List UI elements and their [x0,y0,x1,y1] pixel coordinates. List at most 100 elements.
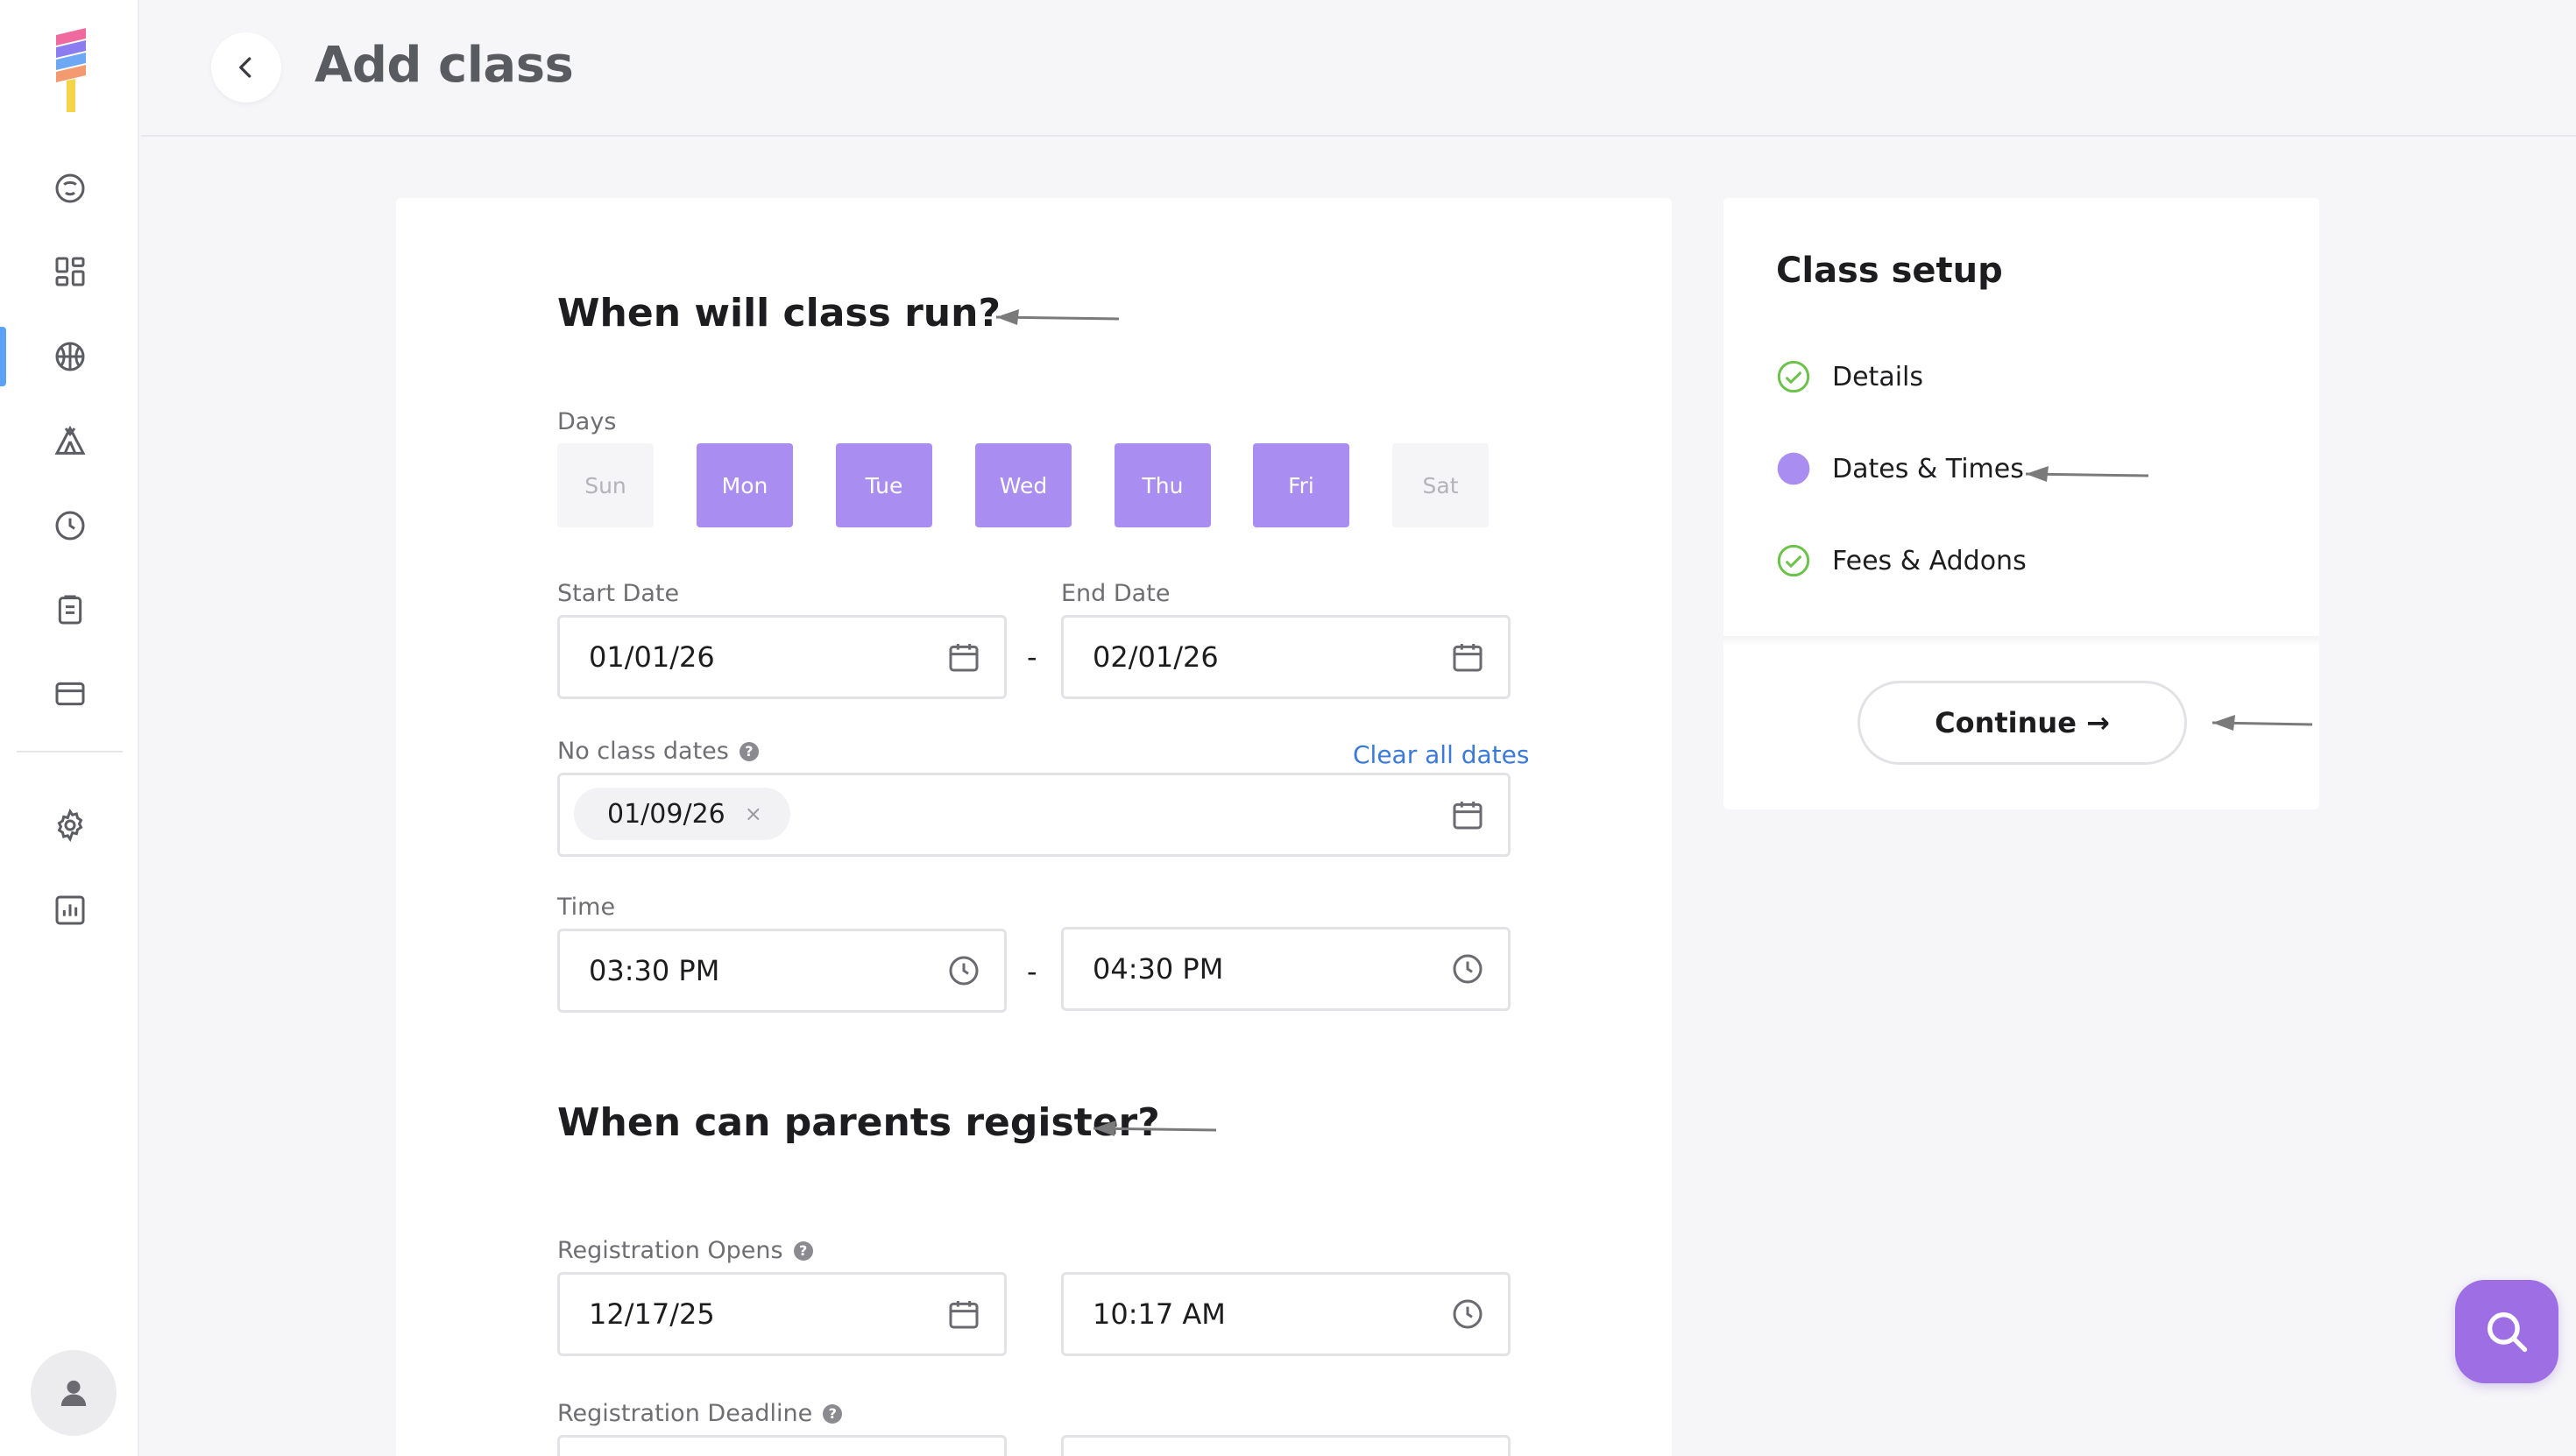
sidebar-item-schedule[interactable] [0,496,139,555]
help-icon[interactable]: ? [793,1240,813,1261]
search-fab-button[interactable] [2455,1280,2558,1383]
page-header: Add class [141,0,2576,137]
step-label: Fees & Addons [1832,545,2027,576]
end-time-input[interactable]: 04:30 PM [1061,927,1511,1011]
annotation-arrow [2025,466,2149,482]
setup-divider [1723,636,2319,647]
user-icon [60,1380,87,1406]
chip-text: 01/09/26 [607,798,725,830]
current-step-dot-icon [1777,452,1810,485]
ball-icon [55,342,84,371]
sidebar-item-classes[interactable] [0,327,139,386]
annotation-arrow [2212,715,2313,731]
days-label-text: Days [557,408,617,435]
start-date-input[interactable]: 01/01/26 [557,615,1007,699]
start-time-input[interactable]: 03:30 PM [557,929,1007,1013]
sidebar-item-settings[interactable] [0,795,139,855]
setup-title: Class setup [1776,251,2003,291]
registration-opens-time-input[interactable]: 10:17 AM [1061,1272,1511,1356]
end-date-label-text: End Date [1061,580,1171,607]
end-date-input[interactable]: 02/01/26 [1061,615,1511,699]
clock-icon [1453,1299,1483,1329]
time-label-text: Time [557,894,616,921]
step-details[interactable]: Details [1776,359,1923,394]
no-class-dates-label-text: No class dates [557,738,729,765]
step-label: Details [1832,361,1924,392]
search-icon [2488,1312,2528,1353]
annotation-arrow [1093,1120,1217,1136]
end-time-value: 04:30 PM [1093,952,1224,986]
class-run-heading: When will class run? [557,291,1001,336]
registration-deadline-time-input[interactable] [1061,1435,1511,1456]
check-circle-icon [1777,360,1810,393]
day-toggle-thu[interactable]: Thu [1115,443,1211,527]
annotation-arrow [995,309,1120,325]
registration-opens-label-text: Registration Opens [557,1237,783,1264]
start-date-label: Start Date [557,580,679,607]
class-dates-form: When will class run? Days Sun Mon Tue We… [396,198,1672,1456]
day-toggle-mon[interactable]: Mon [697,443,793,527]
registration-opens-label: Registration Opens ? [557,1237,813,1264]
calendar-icon [1453,644,1483,672]
user-avatar[interactable] [31,1350,117,1436]
back-button[interactable] [211,32,281,102]
day-toggle-sat[interactable]: Sat [1392,443,1489,527]
clipboard-icon [58,595,81,625]
day-toggle-fri[interactable]: Fri [1253,443,1349,527]
help-icon[interactable]: ? [823,1403,843,1424]
sidebar-item-dashboard[interactable] [0,242,139,301]
sidebar-item-payments[interactable] [0,664,139,724]
calendar-icon [949,1301,979,1329]
chart-icon [55,895,84,925]
registration-opens-date-value: 12/17/25 [589,1297,715,1331]
dashboard-icon [54,257,84,286]
step-fees-addons[interactable]: Fees & Addons [1776,543,2027,578]
sidebar [0,0,139,1456]
start-time-value: 03:30 PM [589,954,720,987]
gear-icon [57,808,82,843]
registration-deadline-label: Registration Deadline ? [557,1400,843,1427]
no-class-dates-label: No class dates ? [557,738,759,765]
days-label: Days [557,408,616,435]
step-label: Dates & Times [1832,453,2024,484]
calendar-icon [1453,802,1483,830]
end-date-label: End Date [1061,580,1170,607]
time-range-separator: - [1027,955,1037,988]
sidebar-item-camps[interactable] [0,412,139,471]
no-class-dates-input[interactable]: 01/09/26 × [557,773,1511,857]
class-setup-panel: Class setup Details Dates & Times Fees &… [1723,198,2319,809]
time-label: Time [557,894,615,921]
chip-remove-icon[interactable]: × [744,802,762,826]
registration-deadline-label-text: Registration Deadline [557,1400,813,1427]
registration-opens-time-value: 10:17 AM [1093,1297,1226,1331]
sidebar-item-forms[interactable] [0,580,139,640]
date-range-separator: - [1027,640,1037,674]
calendar-icon [949,644,979,672]
credit-card-icon [55,682,84,706]
help-icon[interactable]: ? [739,741,759,761]
clock-icon [1453,954,1483,984]
step-dates-times[interactable]: Dates & Times [1776,451,2024,486]
start-date-value: 01/01/26 [589,640,715,674]
app-logo [56,28,86,112]
sidebar-item-students[interactable] [0,159,139,218]
sidebar-divider [17,751,123,753]
day-toggle-sun[interactable]: Sun [557,443,654,527]
kid-face-icon [55,173,84,203]
clear-all-dates-link[interactable]: Clear all dates [1353,740,1530,769]
end-date-value: 02/01/26 [1093,640,1219,674]
registration-deadline-date-input[interactable] [557,1435,1007,1456]
sidebar-item-reports[interactable] [0,880,139,940]
page-title: Add class [315,37,574,94]
clock-icon [55,511,84,541]
registration-opens-date-input[interactable]: 12/17/25 [557,1272,1007,1356]
day-toggle-tue[interactable]: Tue [836,443,932,527]
check-circle-icon [1777,544,1810,577]
day-toggle-wed[interactable]: Wed [975,443,1072,527]
registration-heading: When can parents register? [557,1100,1160,1145]
no-class-date-chip: 01/09/26 × [574,788,790,840]
start-date-label-text: Start Date [557,580,680,607]
chevron-left-icon [239,57,251,78]
continue-button[interactable]: Continue → [1858,681,2187,765]
tent-icon [54,425,85,455]
